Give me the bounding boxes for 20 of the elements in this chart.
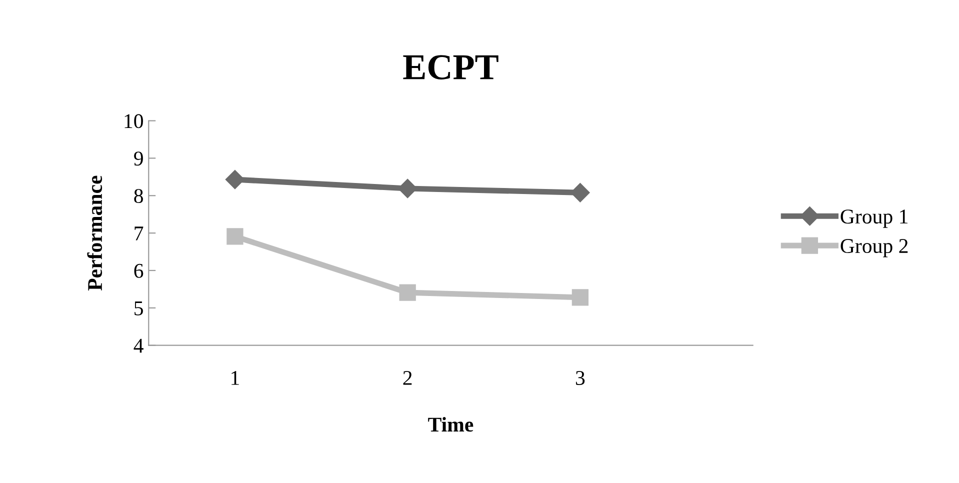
y-tick-label: 6 [134,264,144,278]
point [225,170,244,190]
legend-label: Group 1 [840,210,908,228]
y-tick-label: 4 [134,338,144,353]
y-tick-label: 10 [124,114,143,128]
y-tick-label: 5 [134,302,143,316]
chart-title: ECPT [403,55,498,80]
legend-label: Group 2 [840,239,908,258]
point [399,284,416,301]
y-axis-title: Performance [87,176,102,291]
y-tick-label: 8 [134,188,143,204]
x-axis-title: Time [428,417,474,432]
y-tick-label: 9 [134,152,143,166]
point [572,289,589,306]
x-tick-label: 3 [576,371,585,386]
point [226,228,244,245]
point [570,183,590,202]
x-tick-label: 1 [232,371,239,385]
x-tick-label: 2 [403,371,412,385]
y-tick-label: 7 [134,226,144,240]
